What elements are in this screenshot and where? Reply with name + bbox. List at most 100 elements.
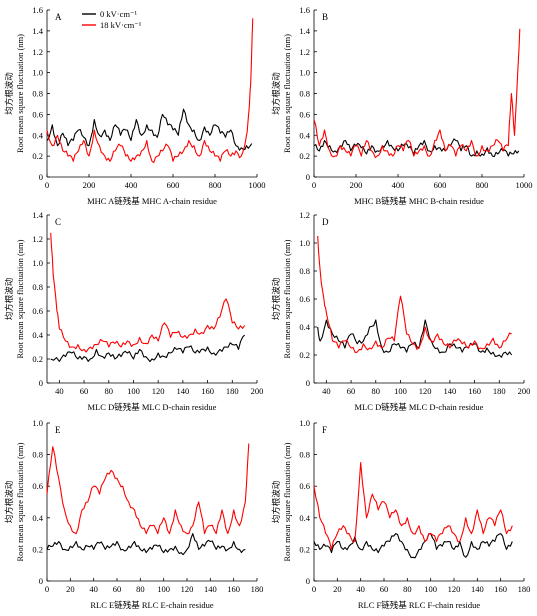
y-tick-label: 0.2 <box>32 151 43 161</box>
y-tick-label: 0.6 <box>32 481 43 491</box>
y-axis-label-en: Root mean square fluctuation (nm) <box>15 239 25 358</box>
x-tick-label: 100 <box>127 386 140 396</box>
y-tick-label: 0.6 <box>299 109 310 119</box>
y-tick-label: 0.4 <box>299 322 310 332</box>
y-tick-label: 0.4 <box>299 130 310 140</box>
x-tick-label: 20 <box>333 584 342 594</box>
panel-label: F <box>322 425 327 435</box>
x-tick-label: 600 <box>434 180 447 190</box>
series-line-0kv <box>313 138 520 158</box>
y-axis-label-en: Root mean square fluctuation (nm) <box>282 442 292 561</box>
y-tick-label: 1.0 <box>299 238 310 248</box>
panel-b: 0 0.2 0.4 0.6 0.8 1.0 1.2 1.4 1.6 0 200 400 600 800 10… <box>271 5 533 206</box>
x-tick-label: 180 <box>226 386 239 396</box>
x-tick-label: 40 <box>322 386 331 396</box>
series-line-0kv <box>50 334 245 363</box>
y-tick-label: 0.6 <box>32 306 43 316</box>
x-tick-label: 160 <box>494 584 507 594</box>
y-tick-label: 0.8 <box>32 282 43 292</box>
x-axis-label: RLC F链残基 RLC F-chain residue <box>358 600 481 610</box>
y-axis-label-cn: 均方根波动 <box>271 480 281 523</box>
x-tick-label: 0 <box>45 584 49 594</box>
x-tick-label: 800 <box>476 180 489 190</box>
x-tick-label: 100 <box>157 584 170 594</box>
y-tick-label: 0.6 <box>299 294 310 304</box>
x-tick-label: 60 <box>80 386 89 396</box>
y-tick-label: 0 <box>306 172 310 182</box>
x-tick-label: 120 <box>181 584 194 594</box>
x-tick-label: 400 <box>392 180 405 190</box>
y-tick-label: 1.0 <box>32 68 43 78</box>
y-tick-label: 1.4 <box>32 26 43 36</box>
x-tick-label: 160 <box>468 386 481 396</box>
y-tick-label: 0 <box>306 576 310 586</box>
y-tick-label: 1.4 <box>32 210 43 220</box>
panel-label: A <box>55 12 62 22</box>
y-axis-label-cn: 均方根波动 <box>4 277 14 320</box>
x-axis-label: MHC B链残基 MHC B-chain residue <box>354 196 484 206</box>
x-tick-label: 140 <box>177 386 190 396</box>
x-tick-label: 0 <box>312 584 316 594</box>
y-axis-label-en: Root mean square fluctuation (nm) <box>15 442 25 561</box>
series-line-18kv <box>313 461 513 550</box>
x-tick-label: 60 <box>113 584 122 594</box>
x-tick-label: 80 <box>136 584 145 594</box>
x-tick-label: 0 <box>45 180 49 190</box>
y-tick-label: 0.6 <box>299 481 310 491</box>
x-axis-label: MLC D链残基 MLC D-chain residue <box>88 402 217 412</box>
panel-label: C <box>55 217 61 227</box>
panel-label: B <box>322 12 328 22</box>
x-tick-label: 200 <box>518 386 531 396</box>
y-tick-label: 1.2 <box>299 210 310 220</box>
x-tick-label: 120 <box>448 584 461 594</box>
x-tick-label: 40 <box>89 584 98 594</box>
x-tick-label: 120 <box>152 386 165 396</box>
x-tick-label: 20 <box>66 584 75 594</box>
y-tick-label: 1.2 <box>299 47 310 57</box>
y-axis-label-cn: 均方根波动 <box>4 480 14 523</box>
x-tick-label: 60 <box>380 584 389 594</box>
x-tick-label: 800 <box>209 180 222 190</box>
y-tick-label: 1.0 <box>299 418 310 428</box>
x-axis-label: RLC E链残基 RLC E-chain residue <box>90 600 213 610</box>
x-tick-label: 180 <box>493 386 506 396</box>
x-tick-label: 80 <box>403 584 412 594</box>
y-tick-label: 0.2 <box>299 544 310 554</box>
y-tick-label: 0.8 <box>299 89 310 99</box>
series-line-18kv <box>317 235 512 354</box>
x-axis-label: MHC A链残基 MHC A-chain residue <box>87 196 217 206</box>
y-tick-label: 0 <box>39 172 43 182</box>
y-tick-label: 0.2 <box>32 354 43 364</box>
y-tick-label: 1.2 <box>32 234 43 244</box>
y-tick-label: 0 <box>39 378 43 388</box>
x-tick-label: 40 <box>356 584 365 594</box>
y-tick-label: 0.2 <box>299 350 310 360</box>
x-tick-label: 180 <box>251 584 264 594</box>
series-line-0kv <box>313 533 513 559</box>
x-tick-label: 600 <box>167 180 180 190</box>
panel-c: 0 0.2 0.4 0.6 0.8 1.0 1.2 1.4 40 60 80 100 120 140 160… <box>4 210 263 412</box>
panel-a: 0 0.2 0.4 0.6 0.8 1.0 1.2 1.4 1.6 0 200 400 600 800 10… <box>4 5 266 206</box>
x-tick-label: 100 <box>424 584 437 594</box>
y-tick-label: 0 <box>306 378 310 388</box>
y-tick-label: 1.6 <box>299 5 310 15</box>
legend: 0 kV·cm⁻¹18 kV·cm⁻¹ <box>82 9 142 30</box>
panel-d: 0 0.2 0.4 0.6 0.8 1.0 1.2 40 60 80 100 120 140 160 180… <box>271 210 530 412</box>
y-tick-label: 0.2 <box>299 151 310 161</box>
panel-label: D <box>322 217 329 227</box>
x-tick-label: 140 <box>471 584 484 594</box>
x-tick-label: 160 <box>201 386 214 396</box>
y-axis-label-en: Root mean square fluctuation (nm) <box>282 34 292 153</box>
y-tick-label: 0.4 <box>32 330 43 340</box>
legend-label: 0 kV·cm⁻¹ <box>100 9 137 19</box>
y-axis-label-en: Root mean square fluctuation (nm) <box>15 34 25 153</box>
series-line-0kv <box>317 319 513 358</box>
y-tick-label: 1.0 <box>32 418 43 428</box>
y-tick-label: 0.4 <box>32 513 43 523</box>
panel-e: 0 0.2 0.4 0.6 0.8 1.0 0 20 40 60 80 100 120 140 160 180… <box>4 418 263 610</box>
x-tick-label: 140 <box>444 386 457 396</box>
x-tick-label: 40 <box>55 386 64 396</box>
series-line-18kv <box>46 18 254 164</box>
y-tick-label: 1.2 <box>32 47 43 57</box>
